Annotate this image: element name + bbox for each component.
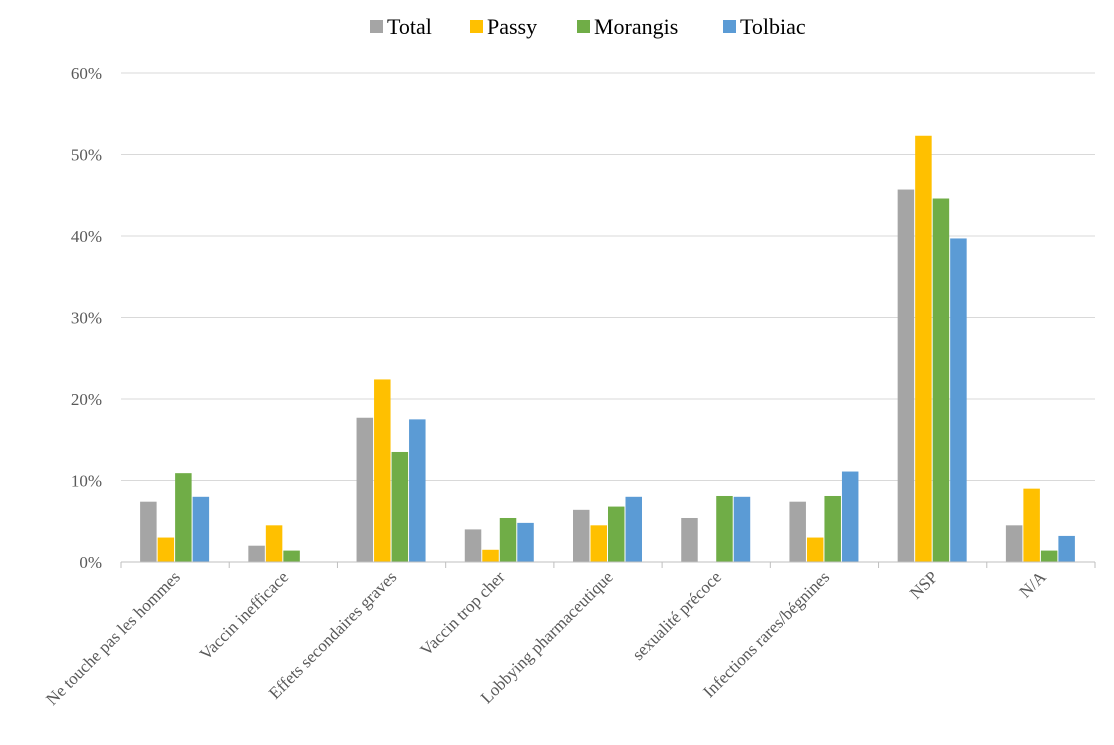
bar-passy (1023, 488, 1040, 562)
x-tick-label: N/A (1016, 567, 1051, 602)
bar-total (1005, 525, 1023, 562)
legend-label-morangis: Morangis (594, 14, 678, 39)
bar-passy (374, 379, 391, 562)
y-tick-label: 30% (71, 309, 102, 328)
bar-total (356, 417, 374, 562)
bar-total (140, 501, 157, 562)
bar-morangis (608, 506, 625, 562)
bar-morangis (932, 198, 950, 562)
y-axis: 0% 10% 20% 30% 40% 50% 60% (71, 64, 102, 572)
bar-morangis (499, 517, 517, 562)
bar-total (681, 517, 698, 562)
bar-tolbiac (1058, 535, 1075, 562)
bar-passy (590, 525, 607, 562)
x-tick-label: Effets secondaires graves (265, 567, 400, 702)
bar-passy (482, 549, 499, 562)
x-tick-label: Ne touche pas les hommes (42, 567, 184, 709)
y-tick-label: 40% (71, 227, 102, 246)
bar-passy (265, 525, 283, 562)
bar-morangis (283, 550, 300, 562)
legend-label-tolbiac: Tolbiac (740, 14, 806, 39)
legend-swatch-passy (470, 20, 483, 33)
legend-swatch-tolbiac (723, 20, 736, 33)
bar-total (897, 189, 915, 563)
legend: Total Passy Morangis Tolbiac (370, 14, 806, 39)
legend-swatch-total (370, 20, 383, 33)
bar-morangis (391, 451, 409, 562)
bar-passy (806, 537, 824, 562)
y-tick-label: 60% (71, 64, 102, 83)
bar-tolbiac (841, 471, 859, 562)
bar-total (573, 509, 590, 562)
x-axis: Ne touche pas les hommes Vaccin inefficac… (42, 561, 1096, 709)
bar-tolbiac (409, 419, 426, 562)
bar-morangis (175, 473, 192, 562)
bar-passy (915, 135, 932, 562)
x-tick-label: Vaccin inefficace (196, 567, 292, 663)
legend-label-total: Total (387, 14, 432, 39)
bar-tolbiac (517, 522, 534, 562)
bar-tolbiac (950, 238, 967, 562)
y-tick-label: 50% (71, 146, 102, 165)
bar-morangis (1040, 550, 1058, 562)
bar-total (464, 529, 482, 562)
bar-passy (157, 537, 175, 562)
legend-label-passy: Passy (487, 14, 537, 39)
legend-swatch-morangis (577, 20, 590, 33)
x-tick-label: NSP (906, 567, 941, 602)
bars (140, 135, 1075, 563)
bar-tolbiac (733, 496, 751, 562)
bar-morangis (824, 495, 841, 562)
bar-tolbiac (192, 496, 210, 562)
y-tick-label: 10% (71, 472, 102, 491)
y-tick-label: 0% (79, 553, 102, 572)
bar-morangis (716, 495, 733, 562)
bar-total (248, 545, 265, 562)
x-tick-label: Infections rares/bégnines (699, 567, 833, 701)
x-tick-label: Vaccin trop cher (416, 567, 508, 659)
bar-total (789, 501, 806, 562)
x-tick-label: sexualité précoce (629, 567, 726, 664)
y-tick-label: 20% (71, 390, 102, 409)
bar-tolbiac (625, 496, 642, 562)
